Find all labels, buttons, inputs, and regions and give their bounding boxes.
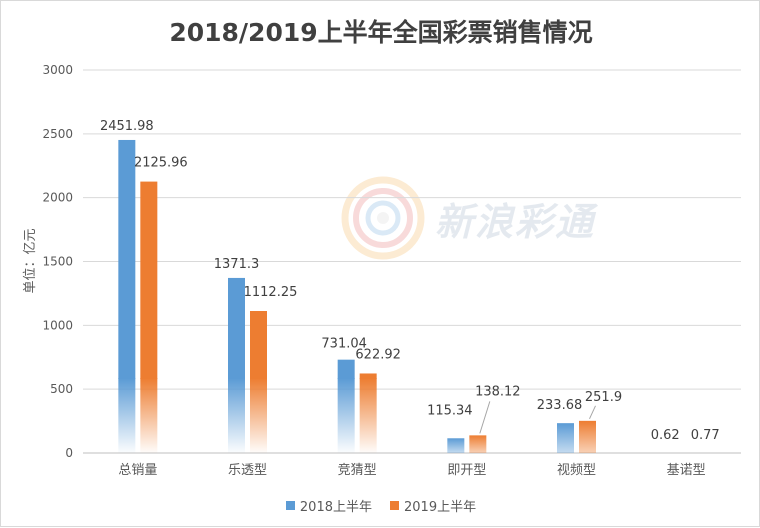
y-tick-label: 3000	[42, 63, 73, 77]
x-tick-label: 基诺型	[667, 463, 706, 478]
y-tick-label: 0	[65, 446, 73, 460]
x-tick-label: 竞猜型	[338, 462, 377, 478]
label-leader-line	[479, 401, 491, 434]
data-label: 1112.25	[244, 285, 298, 300]
bar	[118, 139, 136, 453]
x-tick-label: 视频型	[557, 463, 596, 478]
y-tick-label: 500	[50, 382, 73, 396]
legend-item: 2018上半年	[285, 496, 372, 515]
y-tick-label: 2500	[42, 127, 73, 141]
data-label: 115.34	[427, 403, 473, 418]
data-label: 0.62	[651, 428, 680, 443]
legend-label: 2018上半年	[299, 500, 372, 515]
bar	[359, 373, 377, 453]
y-tick-label: 2000	[42, 191, 73, 205]
legend-item: 2019上半年	[390, 496, 476, 515]
chart-title: 2018/2019上半年全国彩票销售情况	[169, 18, 593, 47]
bar	[557, 423, 574, 453]
legend-swatch	[285, 501, 295, 510]
y-axis-label: 单位：亿元	[23, 228, 38, 293]
y-tick-label: 1000	[42, 318, 73, 332]
sina-eye-icon	[341, 176, 425, 260]
bar	[337, 359, 355, 453]
bar	[228, 277, 245, 453]
watermark-text: 新浪彩通	[435, 200, 596, 244]
bar	[579, 420, 596, 453]
data-label: 251.9	[585, 390, 622, 405]
x-tick-label: 总销量	[118, 463, 157, 478]
data-label: 233.68	[537, 398, 583, 413]
data-label: 731.04	[321, 337, 367, 352]
data-label: 622.92	[355, 347, 401, 362]
bar	[447, 438, 465, 453]
x-tick-label: 乐透型	[228, 463, 267, 478]
bar	[140, 181, 158, 453]
x-tick-label: 即开型	[447, 463, 486, 478]
legend-swatch	[390, 501, 399, 510]
watermark-logo: 新浪彩通	[339, 173, 609, 263]
data-label: 2125.96	[134, 156, 188, 171]
chart-legend: 2018上半年 2019上半年	[1, 496, 760, 515]
bar	[469, 435, 487, 453]
label-leader-line	[589, 405, 596, 420]
legend-label: 2019上半年	[404, 500, 477, 515]
bar	[250, 311, 267, 453]
data-label: 0.77	[691, 428, 720, 443]
y-tick-label: 1500	[42, 255, 73, 269]
data-label: 2451.98	[100, 119, 154, 134]
data-label: 138.12	[475, 384, 521, 399]
data-label: 1371.3	[214, 257, 260, 272]
